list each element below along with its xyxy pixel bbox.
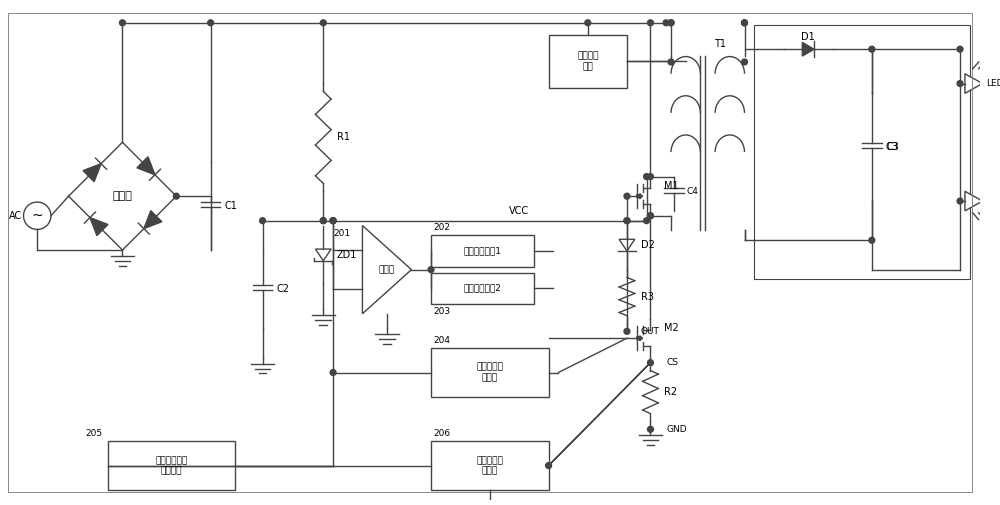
Polygon shape <box>315 249 331 261</box>
Circle shape <box>330 218 336 224</box>
Circle shape <box>957 46 963 52</box>
Circle shape <box>648 174 653 179</box>
Circle shape <box>668 59 674 65</box>
Text: M2: M2 <box>664 323 679 333</box>
Text: 电压采样网络1: 电压采样网络1 <box>463 246 501 256</box>
Text: 比较器: 比较器 <box>379 265 395 274</box>
Text: 电压采样网络2: 电压采样网络2 <box>464 284 501 293</box>
Polygon shape <box>619 239 635 251</box>
Text: 202: 202 <box>433 223 450 232</box>
Circle shape <box>428 267 434 273</box>
Text: R3: R3 <box>641 291 654 301</box>
Text: 203: 203 <box>433 307 450 316</box>
Polygon shape <box>90 218 108 235</box>
Text: ~: ~ <box>31 209 43 223</box>
Circle shape <box>957 81 963 86</box>
Bar <box>549 34 627 88</box>
Polygon shape <box>802 42 814 56</box>
Text: C3: C3 <box>887 142 899 152</box>
Text: M1: M1 <box>664 181 679 191</box>
Circle shape <box>742 59 747 65</box>
Bar <box>108 441 235 490</box>
Circle shape <box>173 193 179 199</box>
Bar <box>431 441 549 490</box>
FancyArrow shape <box>637 336 643 341</box>
Circle shape <box>648 20 653 26</box>
Circle shape <box>330 370 336 375</box>
Text: C2: C2 <box>276 284 289 294</box>
Circle shape <box>260 218 265 224</box>
Circle shape <box>742 20 747 26</box>
Bar <box>431 235 534 267</box>
Circle shape <box>648 213 653 219</box>
Text: 最小续流时间
计时电路: 最小续流时间 计时电路 <box>155 456 188 475</box>
Circle shape <box>869 237 875 243</box>
Bar <box>431 273 534 304</box>
Text: 206: 206 <box>433 429 450 438</box>
Text: C1: C1 <box>224 201 237 211</box>
Circle shape <box>546 463 552 469</box>
Circle shape <box>585 20 591 26</box>
Text: 缓冲吸收
电路: 缓冲吸收 电路 <box>577 52 599 71</box>
Text: AC: AC <box>9 211 22 221</box>
Text: C4: C4 <box>687 187 699 196</box>
Text: R2: R2 <box>664 387 677 397</box>
Polygon shape <box>144 211 162 229</box>
Circle shape <box>663 20 669 26</box>
Circle shape <box>624 218 630 224</box>
Text: VCC: VCC <box>509 206 529 216</box>
Text: ZD1: ZD1 <box>337 250 357 260</box>
Polygon shape <box>83 164 101 182</box>
Text: 过压保护逻
辑电路: 过压保护逻 辑电路 <box>476 456 503 475</box>
Text: 204: 204 <box>433 336 450 345</box>
FancyArrow shape <box>637 194 643 198</box>
Text: 开关控制逻
辑电路: 开关控制逻 辑电路 <box>476 363 503 382</box>
Circle shape <box>330 218 336 224</box>
Text: C3: C3 <box>886 142 898 152</box>
Circle shape <box>668 20 674 26</box>
Circle shape <box>624 193 630 199</box>
Bar <box>431 348 549 397</box>
Text: GND: GND <box>666 425 687 434</box>
Circle shape <box>330 218 336 224</box>
Text: OUT: OUT <box>641 327 660 336</box>
Text: CS: CS <box>666 358 678 367</box>
Circle shape <box>869 46 875 52</box>
Circle shape <box>624 218 630 224</box>
Polygon shape <box>965 191 983 211</box>
Circle shape <box>742 20 747 26</box>
Circle shape <box>644 174 649 179</box>
Text: 205: 205 <box>86 429 103 438</box>
Text: R1: R1 <box>337 132 350 142</box>
Bar <box>754 25 970 279</box>
Text: D2: D2 <box>641 240 655 250</box>
Circle shape <box>24 202 51 229</box>
Circle shape <box>644 218 649 224</box>
Circle shape <box>320 20 326 26</box>
Text: D1: D1 <box>801 32 815 42</box>
Text: LED: LED <box>986 79 1000 88</box>
Circle shape <box>208 20 214 26</box>
Circle shape <box>624 328 630 334</box>
Circle shape <box>320 218 326 224</box>
Text: 整流桥: 整流桥 <box>113 191 132 201</box>
Text: 201: 201 <box>334 229 351 238</box>
Polygon shape <box>137 157 155 175</box>
Circle shape <box>648 426 653 432</box>
Polygon shape <box>965 74 983 93</box>
Circle shape <box>320 218 326 224</box>
Circle shape <box>648 213 653 219</box>
Circle shape <box>120 20 125 26</box>
Text: T1: T1 <box>714 39 726 49</box>
Circle shape <box>648 360 653 366</box>
Circle shape <box>668 20 674 26</box>
Polygon shape <box>362 226 411 314</box>
Circle shape <box>957 198 963 204</box>
